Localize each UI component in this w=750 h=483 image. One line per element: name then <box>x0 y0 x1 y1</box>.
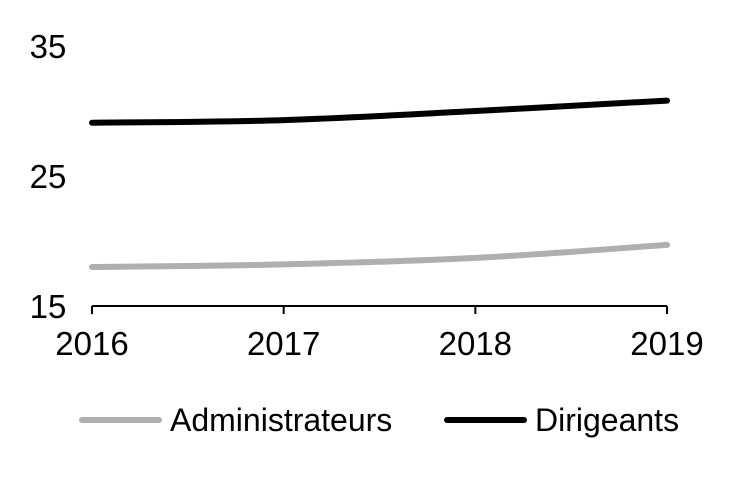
series-line-dirigeants <box>89 97 670 126</box>
x-tick-label: 2017 <box>247 325 320 362</box>
axes: 2016 2017 2018 2019 15 25 35 <box>30 28 704 362</box>
x-tick-label: 2018 <box>439 325 512 362</box>
x-tick-label: 2016 <box>55 325 128 362</box>
legend-label-administrateurs: Administrateurs <box>170 402 392 438</box>
y-tick-label: 35 <box>30 28 67 65</box>
legend-label-dirigeants: Dirigeants <box>535 402 679 438</box>
series-lines <box>89 97 670 270</box>
y-tick-label: 25 <box>30 158 67 195</box>
series-line-administrateurs <box>89 241 670 270</box>
x-tick-label: 2019 <box>630 325 703 362</box>
y-tick-label: 15 <box>30 288 67 325</box>
legend: Administrateurs Dirigeants <box>79 402 679 438</box>
